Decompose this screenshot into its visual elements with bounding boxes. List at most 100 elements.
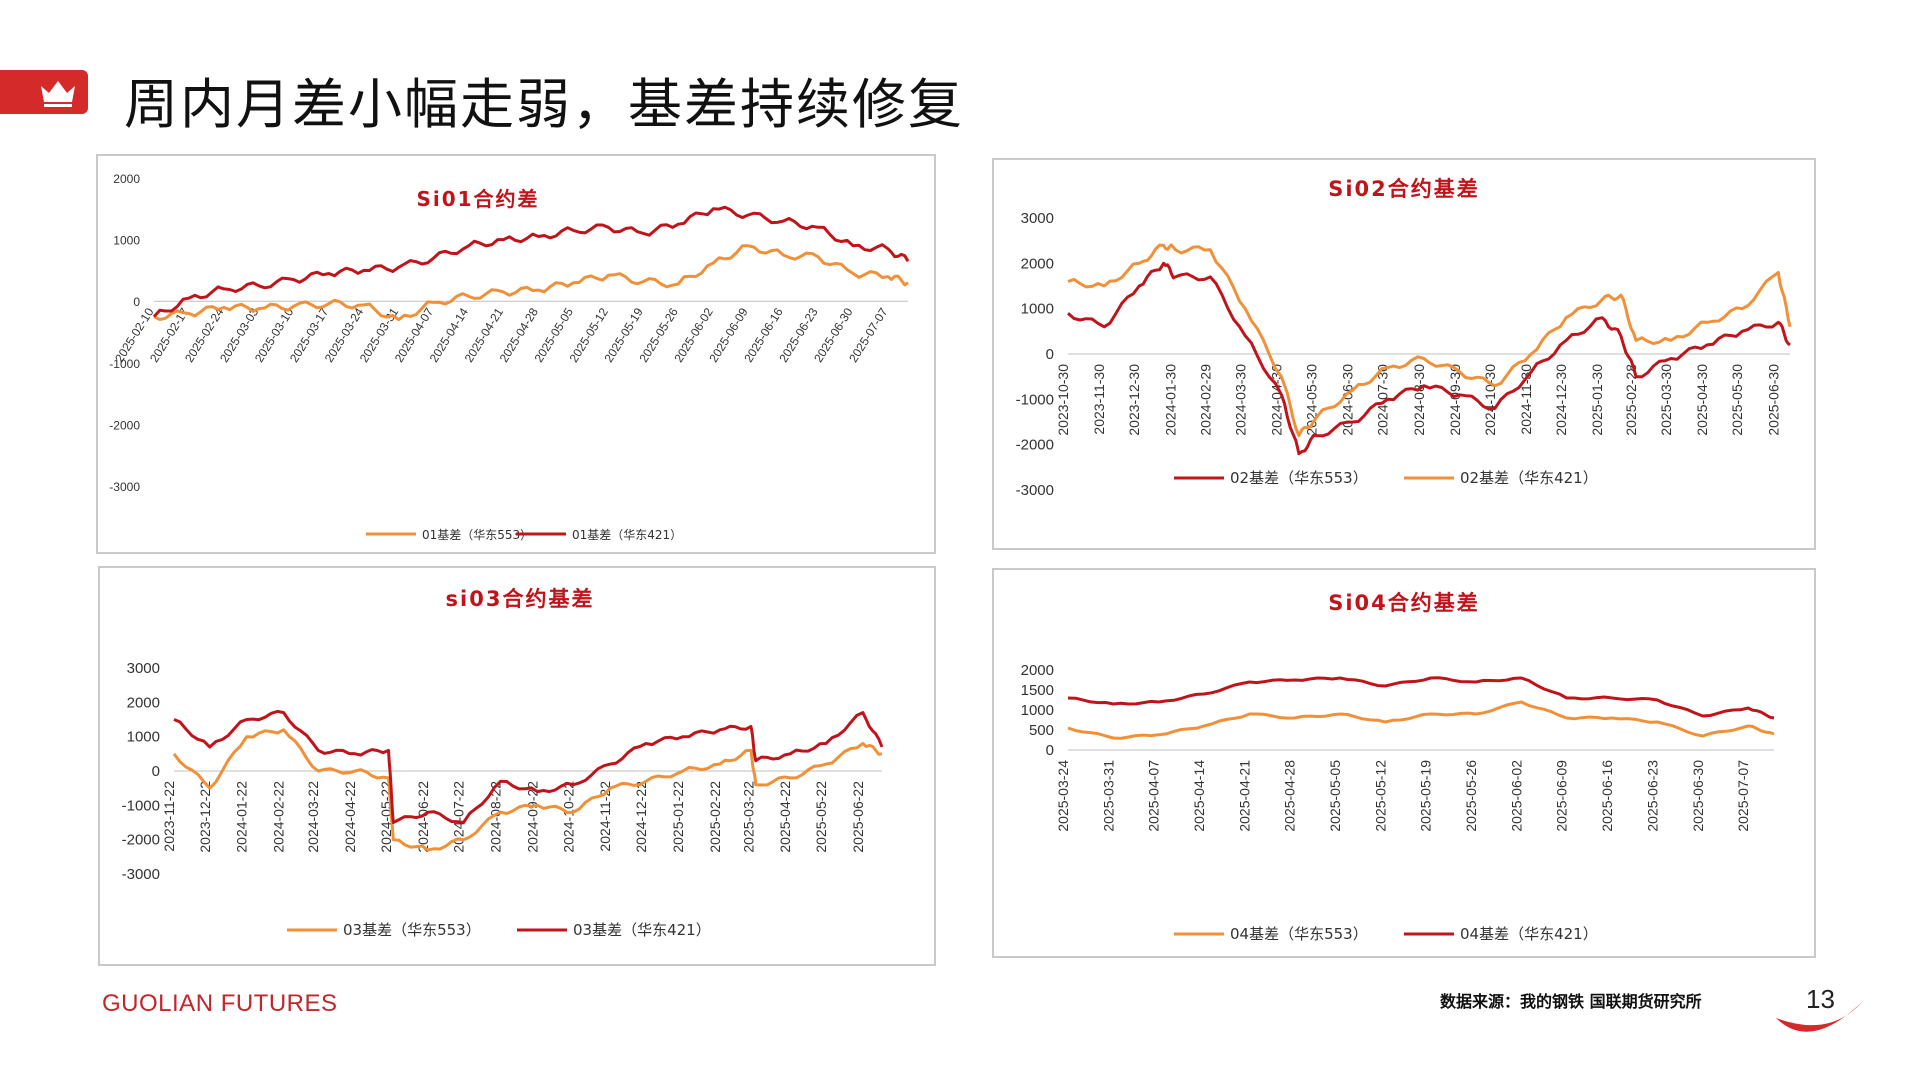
legend-label: 01基差（华东553） bbox=[422, 528, 532, 542]
x-tick-label: 2025-05-22 bbox=[813, 781, 829, 853]
legend-label: 03基差（华东421） bbox=[573, 921, 711, 939]
crown-icon bbox=[41, 81, 75, 107]
series-line-2 bbox=[152, 205, 910, 318]
y-tick-label: 2000 bbox=[1021, 255, 1054, 272]
slide-title: 周内月差小幅走弱，基差持续修复 bbox=[124, 73, 964, 136]
y-tick-label: -1000 bbox=[122, 797, 160, 814]
x-tick-label: 2025-01-30 bbox=[1589, 364, 1605, 436]
y-tick-label: -3000 bbox=[122, 866, 160, 883]
x-tick-label: 2024-10-30 bbox=[1482, 364, 1498, 436]
legend-label: 04基差（华东553） bbox=[1230, 925, 1368, 943]
y-tick-label: 2000 bbox=[127, 694, 160, 711]
x-tick-label: 2025-07-07 bbox=[1735, 760, 1751, 832]
series-line-1 bbox=[172, 728, 883, 852]
x-tick-label: 2025-02-22 bbox=[707, 781, 723, 853]
x-tick-label: 2023-12-22 bbox=[197, 781, 213, 853]
y-tick-label: 0 bbox=[133, 295, 140, 309]
legend-label: 02基差（华东421） bbox=[1460, 469, 1598, 487]
x-tick-label: 2024-01-30 bbox=[1162, 364, 1178, 436]
chart-title: Si01合约差 bbox=[416, 187, 539, 211]
chart-panel-si04: Si04合约基差 2000 1500 1000 500 0 2025-03-24 2025-0… bbox=[992, 568, 1816, 958]
y-tick-label: 1000 bbox=[1021, 301, 1054, 318]
y-tick-label: -2000 bbox=[122, 832, 160, 849]
x-tick-label: 2024-06-30 bbox=[1340, 364, 1356, 436]
x-tick-label: 2024-03-30 bbox=[1232, 364, 1248, 436]
y-tick-label: 0 bbox=[152, 763, 160, 780]
x-tick-label: 2024-09-22 bbox=[525, 781, 541, 853]
legend-label: 02基差（华东553） bbox=[1230, 469, 1368, 487]
x-tick-label: 2025-06-02 bbox=[1508, 760, 1524, 832]
x-tick-label: 2024-07-22 bbox=[451, 781, 467, 853]
chart-title: si03合约基差 bbox=[446, 587, 595, 611]
x-tick-label: 2024-03-22 bbox=[305, 781, 321, 853]
y-tick-label: 1500 bbox=[1021, 682, 1054, 699]
x-tick-label: 2024-07-30 bbox=[1375, 364, 1391, 436]
x-tick-label: 2024-12-22 bbox=[633, 781, 649, 853]
x-tick-label: 2024-11-30 bbox=[1518, 364, 1534, 435]
series-line-1 bbox=[1067, 700, 1775, 740]
x-tick-label: 2025-05-12 bbox=[1372, 760, 1388, 832]
chart-si01: Si01合约差200010000-1000-2000-30002025-02-1… bbox=[109, 172, 910, 542]
x-tick-label: 2025-03-30 bbox=[1658, 364, 1674, 436]
x-tick-label: 2024-02-22 bbox=[271, 781, 287, 853]
y-tick-label: 0 bbox=[1046, 742, 1054, 759]
x-tick-label: 2025-04-22 bbox=[777, 781, 793, 853]
x-tick-label: 2023-12-30 bbox=[1126, 364, 1142, 436]
x-tick-label: 2024-11-22 bbox=[597, 781, 613, 852]
y-tick-label: 3000 bbox=[1021, 210, 1054, 227]
x-tick-label: 2025-04-14 bbox=[1191, 760, 1207, 832]
x-tick-label: 2023-11-30 bbox=[1091, 364, 1107, 435]
chart-title: Si02合约基差 bbox=[1328, 177, 1480, 201]
chart-panel-si03: si03合约基差 3000 2000 1000 0 -1000 -2000 -3000 2023… bbox=[98, 566, 936, 966]
page-swoosh-icon bbox=[1776, 1002, 1862, 1032]
y-tick-label: 0 bbox=[1046, 346, 1054, 363]
y-tick-label: 1000 bbox=[127, 729, 160, 746]
x-tick-label: 2025-04-28 bbox=[1282, 760, 1298, 832]
x-tick-label: 2025-05-19 bbox=[1418, 760, 1434, 832]
y-tick-label: 2000 bbox=[1021, 662, 1054, 679]
x-tick-label: 2025-03-31 bbox=[1100, 760, 1116, 832]
x-tick-label: 2025-04-21 bbox=[1236, 760, 1252, 832]
series-line-2 bbox=[173, 709, 884, 824]
x-tick-label: 2025-04-30 bbox=[1694, 364, 1710, 436]
y-tick-label: -1000 bbox=[109, 357, 140, 371]
y-tick-label: 1000 bbox=[1021, 702, 1054, 719]
y-tick-label: 1000 bbox=[113, 234, 140, 248]
page-number: 13 bbox=[1806, 984, 1835, 1014]
chart-panel-si02: Si02合约基差 3000 2000 1000 0 -1000 -2000 -3000 2023… bbox=[992, 158, 1816, 550]
series-line-2 bbox=[1067, 243, 1792, 438]
x-tick-label: 2024-12-30 bbox=[1553, 364, 1569, 436]
chart-si02: Si02合约基差 3000 2000 1000 0 -1000 -2000 -3000 2023… bbox=[1016, 177, 1792, 499]
x-tick-label: 2025-03-24 bbox=[1055, 760, 1071, 832]
brand-logo-text: GUOLIAN FUTURES bbox=[102, 990, 338, 1017]
y-tick-label: 3000 bbox=[127, 660, 160, 677]
x-tick-label: 2025-04-07 bbox=[1146, 760, 1162, 832]
y-tick-label: -3000 bbox=[109, 480, 140, 494]
series-line-1 bbox=[153, 244, 909, 322]
x-tick-label: 2024-02-29 bbox=[1197, 364, 1213, 436]
x-tick-label: 2024-10-22 bbox=[560, 781, 576, 853]
x-tick-label: 2023-10-30 bbox=[1055, 364, 1071, 436]
legend-label: 04基差（华东421） bbox=[1460, 925, 1598, 943]
x-tick-label: 2025-02-28 bbox=[1623, 364, 1639, 436]
y-tick-label: -3000 bbox=[1016, 482, 1054, 499]
y-tick-label: -1000 bbox=[1016, 391, 1054, 408]
legend-label: 03基差（华东553） bbox=[343, 921, 481, 939]
x-tick-label: 2025-06-16 bbox=[1599, 760, 1615, 832]
x-tick-label: 2025-05-26 bbox=[1463, 760, 1479, 832]
x-tick-label: 2025-06-09 bbox=[1554, 760, 1570, 832]
series-line-2 bbox=[1067, 676, 1775, 720]
x-tick-label: 2024-01-22 bbox=[234, 781, 250, 853]
chart-panel-si01: Si01合约差 2000 1000 0 -1000 -2000 -3000 2025-02-1… bbox=[96, 154, 936, 554]
y-tick-label: -2000 bbox=[109, 418, 140, 432]
x-tick-label: 2024-09-30 bbox=[1447, 364, 1463, 436]
x-tick-label: 2024-08-22 bbox=[488, 781, 504, 853]
y-tick-label: 2000 bbox=[113, 172, 140, 186]
series-line-1 bbox=[1067, 261, 1791, 456]
x-tick-label: 2023-11-22 bbox=[161, 781, 177, 852]
x-tick-label: 2025-05-05 bbox=[1327, 760, 1343, 832]
chart-title: Si04合约基差 bbox=[1328, 591, 1480, 615]
x-tick-label: 2025-06-22 bbox=[850, 781, 866, 853]
y-tick-label: 500 bbox=[1029, 722, 1054, 739]
